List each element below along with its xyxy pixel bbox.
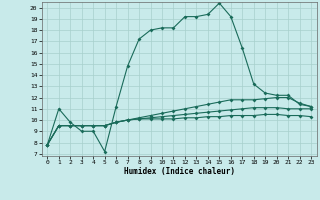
X-axis label: Humidex (Indice chaleur): Humidex (Indice chaleur): [124, 167, 235, 176]
